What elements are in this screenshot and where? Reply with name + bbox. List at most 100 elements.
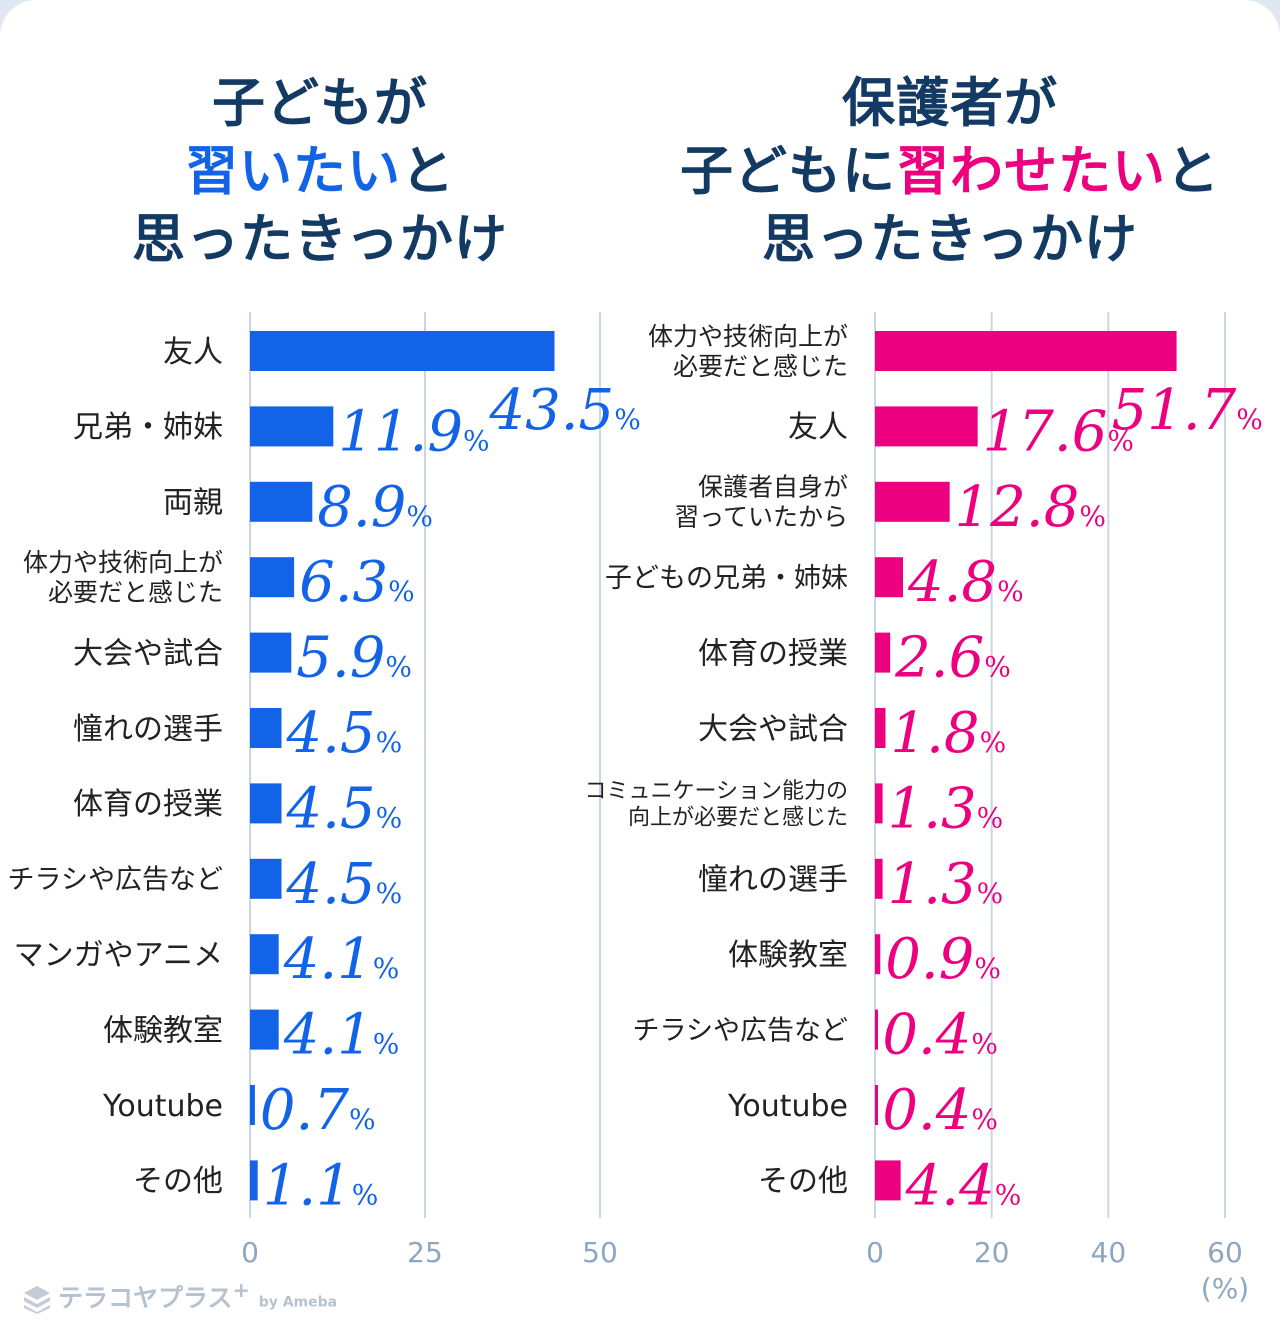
right-tick-label: 60	[1207, 1236, 1243, 1269]
right-category-label: 友人	[788, 410, 848, 445]
brand-logo-icon	[24, 1286, 50, 1315]
left-title-line3: 思ったきっかけ	[132, 209, 508, 270]
right-category-label: 大会や試合	[698, 712, 848, 747]
right-title-highlight: 習わせたい	[896, 141, 1166, 202]
right-bar	[875, 406, 978, 447]
left-value-label: 8.9%	[317, 475, 433, 540]
left-category-label: 体験教室	[103, 1013, 223, 1048]
right-value-label: 17.6%	[983, 399, 1134, 464]
left-value-label: 0.7%	[260, 1078, 376, 1143]
left-value-label: 4.5%	[286, 701, 403, 766]
right-bar	[875, 858, 883, 899]
right-bar	[875, 557, 903, 598]
left-value-label: 1.1%	[263, 1153, 379, 1218]
left-category-label: マンガやアニメ	[14, 938, 223, 973]
right-value-label: 4.4%	[905, 1153, 1022, 1218]
right-category-label: Youtube	[727, 1089, 848, 1124]
right-category-label: 体育の授業	[698, 636, 848, 671]
left-bar	[250, 1085, 255, 1125]
left-tick-label: 0	[241, 1236, 259, 1269]
left-bar	[250, 632, 292, 673]
left-tick-label: 50	[582, 1236, 618, 1269]
left-bar	[250, 934, 279, 975]
left-chart-title: 子どもが 習いたいと 思ったきっかけ	[20, 70, 620, 274]
right-title-line2-rest: と	[1166, 141, 1220, 202]
right-category-label: コミュニケーション能力の向上が必要だと感じた	[584, 779, 848, 830]
right-category-label: 憧れの選手	[698, 863, 848, 898]
left-bar	[250, 858, 282, 899]
right-bar	[875, 331, 1177, 371]
right-title-line1: 保護者が	[842, 73, 1058, 134]
right-title-line2-pre: 子どもに	[680, 141, 896, 202]
right-title-line3: 思ったきっかけ	[762, 209, 1138, 270]
left-title-line2-rest: と	[401, 141, 455, 202]
right-value-label: 0.4%	[882, 1003, 998, 1068]
right-category-label: 子どもの兄弟・姉妹	[605, 563, 848, 594]
right-category-label: その他	[758, 1164, 848, 1199]
left-category-label: チラシや広告など	[8, 865, 223, 896]
left-bar-chart: 0 25 50 友人 43.5% 兄弟・姉妹 11.9% 両親 8.9% 体力や技術向上が必要だと…	[8, 312, 641, 1269]
left-bar	[250, 481, 313, 522]
right-value-label: 0.9%	[885, 927, 1001, 992]
left-bar	[250, 708, 282, 748]
right-bar	[875, 1160, 901, 1201]
right-bar-chart: 0 20 40 60(%) 体力や技術向上が必要だと感じた 51.7% 友人 17.6% 保護者…	[584, 312, 1263, 1305]
brand-name: テラコヤプラス	[58, 1283, 233, 1313]
left-tick-label: 25	[407, 1236, 443, 1269]
right-bar	[875, 708, 886, 748]
left-category-label: 体育の授業	[73, 787, 223, 822]
right-bar	[875, 783, 883, 824]
right-bar	[875, 1085, 878, 1125]
left-category-label: 友人	[163, 335, 223, 370]
right-tick-label: 40	[1091, 1236, 1127, 1269]
right-bar	[875, 481, 950, 522]
right-tick-label: 20	[974, 1236, 1010, 1269]
right-value-label: 1.3%	[888, 776, 1004, 841]
right-axis-unit: (%)	[1201, 1272, 1249, 1305]
right-chart-title: 保護者が 子どもに習わせたいと 思ったきっかけ	[640, 70, 1260, 274]
left-category-label: Youtube	[102, 1089, 223, 1124]
left-value-label: 11.9%	[338, 399, 489, 464]
right-value-label: 2.6%	[894, 626, 1011, 691]
right-category-label: チラシや広告など	[633, 1015, 848, 1046]
right-value-label: 51.7%	[1112, 378, 1263, 443]
left-value-label: 6.3%	[299, 550, 415, 615]
right-category-label: 体力や技術向上が必要だと感じた	[648, 322, 848, 381]
right-value-label: 1.3%	[888, 852, 1004, 917]
right-bar	[875, 934, 881, 975]
left-title-line1: 子どもが	[212, 73, 428, 134]
right-bar	[875, 632, 891, 673]
left-value-label: 4.5%	[286, 852, 403, 917]
right-value-label: 12.8%	[955, 475, 1106, 540]
left-category-label: 大会や試合	[73, 636, 223, 671]
left-bar	[250, 557, 295, 598]
left-category-label: 両親	[163, 486, 223, 521]
right-value-label: 1.8%	[891, 701, 1007, 766]
right-category-label: 体験教室	[728, 938, 848, 973]
left-bar	[250, 331, 555, 371]
brand-by: by Ameba	[258, 1294, 338, 1311]
left-bar	[250, 1160, 258, 1201]
left-value-label: 4.1%	[283, 927, 400, 992]
right-value-label: 4.8%	[907, 550, 1024, 615]
left-category-label: その他	[133, 1164, 223, 1199]
left-bar	[250, 783, 282, 824]
right-category-label: 保護者自身が習っていたから	[674, 473, 848, 532]
left-category-label: 兄弟・姉妹	[73, 410, 223, 445]
left-category-label: 憧れの選手	[73, 712, 223, 747]
brand-plus: +	[232, 1278, 250, 1302]
right-tick-label: 0	[866, 1236, 884, 1269]
left-value-label: 4.1%	[283, 1003, 400, 1068]
right-bar	[875, 1009, 878, 1050]
left-category-label: 体力や技術向上が必要だと感じた	[23, 548, 223, 607]
right-value-label: 0.4%	[882, 1078, 998, 1143]
brand-logo: テラコヤプラス+ by Ameba	[22, 1278, 338, 1315]
left-value-label: 5.9%	[296, 626, 412, 691]
left-title-highlight: 習いたい	[185, 141, 401, 202]
left-value-label: 43.5%	[489, 378, 641, 443]
left-bar	[250, 1009, 279, 1050]
left-bar	[250, 406, 334, 447]
left-value-label: 4.5%	[286, 776, 403, 841]
